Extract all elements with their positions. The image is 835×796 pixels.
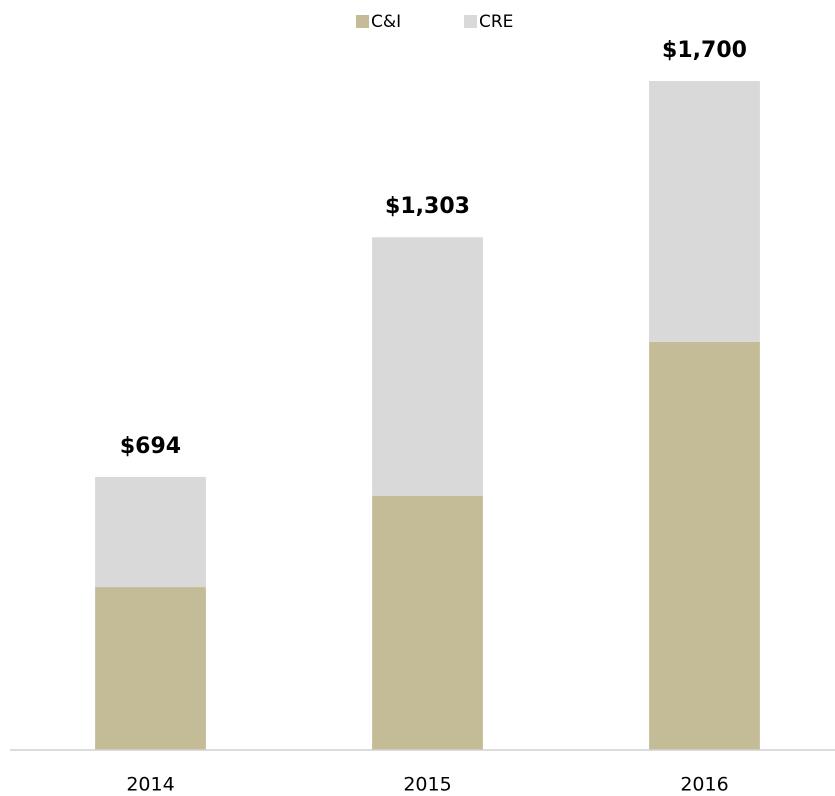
bar-segment	[372, 495, 483, 750]
x-tick-label: 2016	[680, 774, 728, 796]
legend-swatch	[356, 15, 369, 28]
bar-segment	[649, 341, 760, 750]
total-label: $1,303	[385, 194, 470, 219]
legend-label: CRE	[479, 12, 513, 32]
total-label: $1,700	[662, 38, 747, 63]
legend-label: C&I	[371, 12, 401, 32]
x-tick-label: 2015	[403, 774, 451, 796]
x-tick-label: 2014	[126, 774, 174, 796]
bar-segment	[95, 476, 206, 588]
bar-segment	[372, 237, 483, 496]
total-label: $694	[120, 434, 181, 459]
bar-segment	[95, 587, 206, 750]
bar-segment	[649, 81, 760, 342]
legend-swatch	[464, 15, 477, 28]
